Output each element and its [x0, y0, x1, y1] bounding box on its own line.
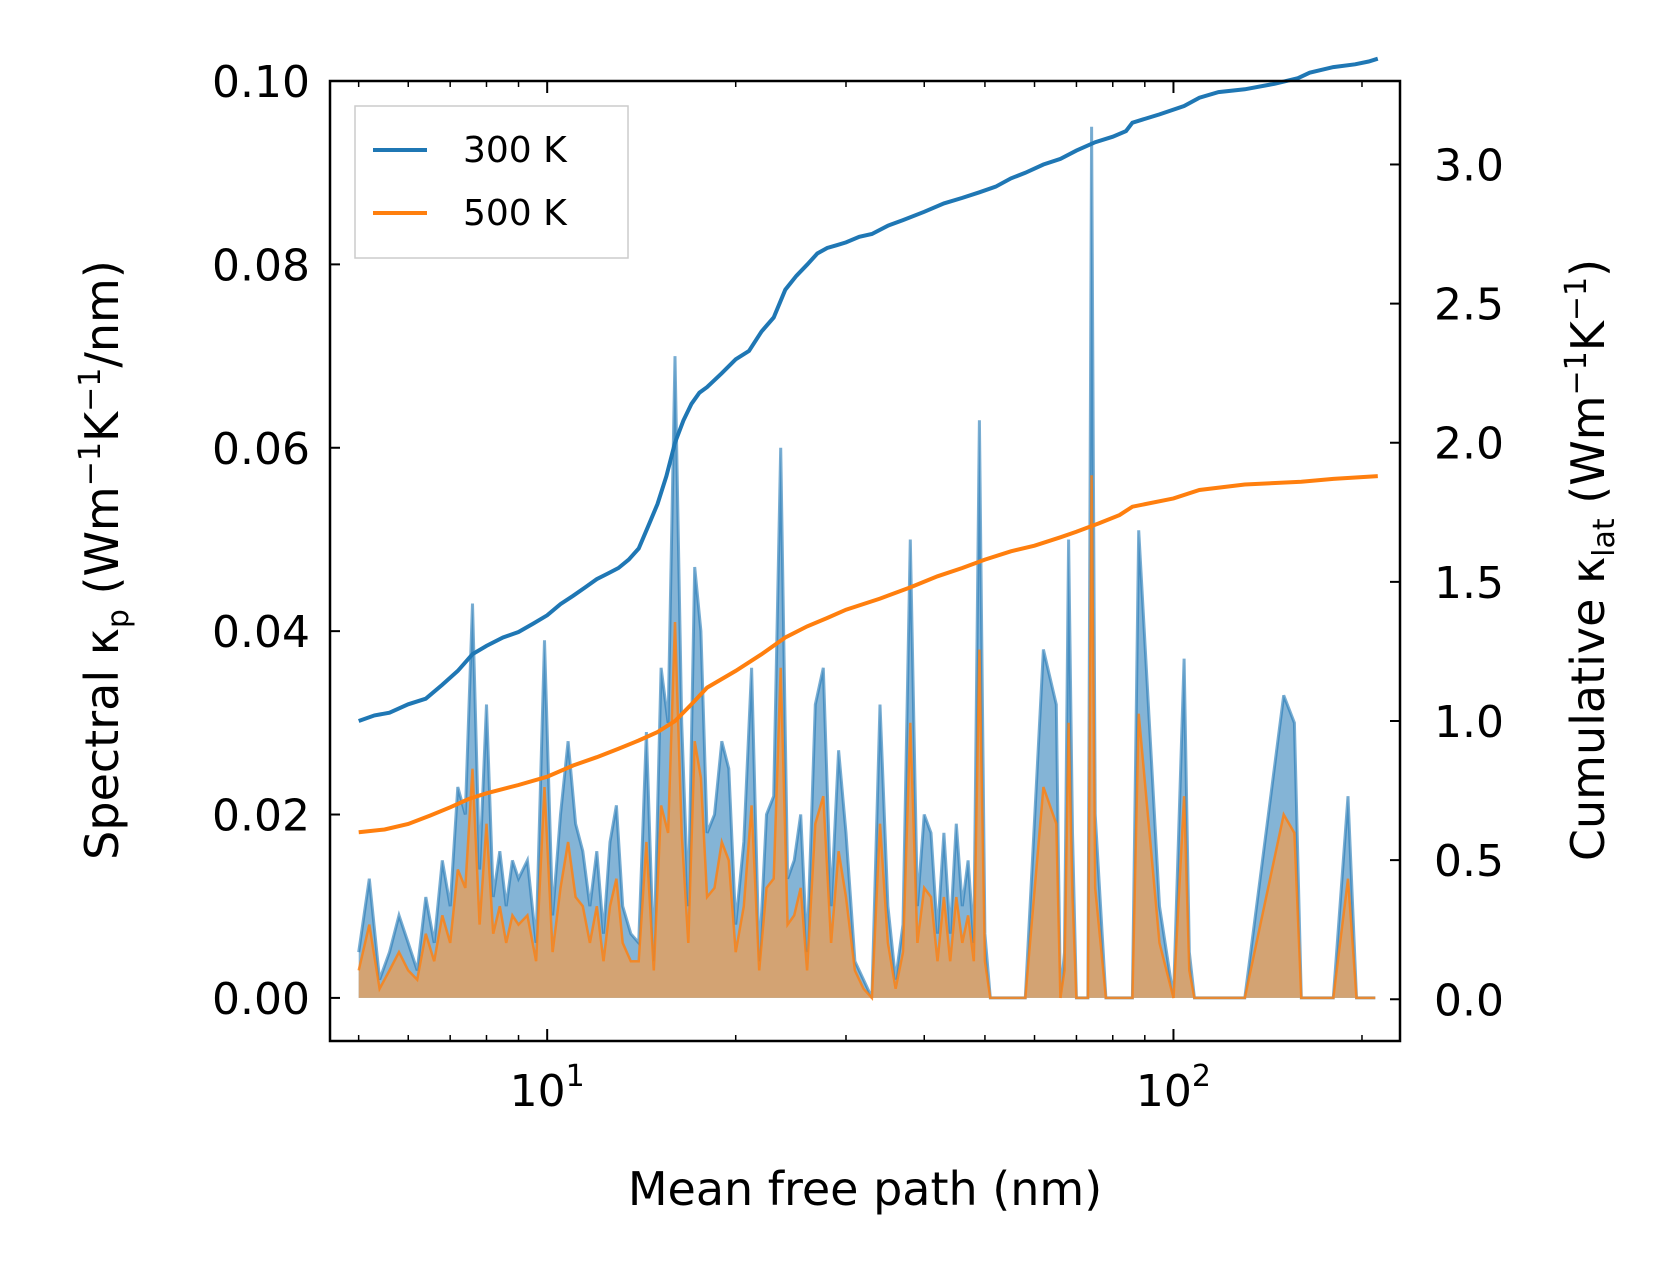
y-left-tick-label: 0.08 [212, 240, 310, 291]
y-left-tick-label: 0.04 [212, 607, 310, 658]
axes-layer: 0.00 0.02 0.04 0.06 0.08 0.10 0.0 0.5 1.0 1.5 2.0 2… [212, 57, 1504, 1117]
right-y-axis-label: Cumulative κlat (Wm−1K−1) [1559, 259, 1622, 861]
y-left-tick-label: 0.02 [212, 791, 310, 842]
cumulative-300k-line [358, 56, 1379, 723]
spectral-500k-area [358, 475, 1376, 998]
x-tick-label: 101 [510, 1059, 585, 1117]
cumulative-500k-line [358, 474, 1378, 835]
series-line-layer [358, 56, 1379, 835]
legend-label-500k: 500 K [463, 193, 568, 234]
y-left-tick-label: 0.00 [212, 974, 310, 1025]
x-axis-label: Mean free path (nm) [628, 1162, 1102, 1216]
left-y-axis-label: Spectral κp (Wm−1K−1/nm) [73, 260, 136, 860]
y-right-tick-label: 3.0 [1434, 140, 1504, 191]
legend-box [354, 105, 629, 259]
y-right-tick-label: 0.5 [1434, 836, 1504, 887]
y-right-tick-label: 2.5 [1434, 280, 1504, 331]
y-right-tick-label: 1.0 [1434, 697, 1504, 748]
y-right-tick-label: 0.0 [1434, 975, 1504, 1026]
plot-frame [328, 79, 1402, 1043]
x-tick-label: 102 [1136, 1059, 1211, 1117]
y-right-tick-label: 2.0 [1434, 419, 1504, 470]
legend: 300 K 500 K [354, 105, 629, 259]
y-left-tick-label: 0.10 [212, 57, 310, 108]
spectral-500k-line [357, 475, 1376, 1001]
spectral-fill-layer [357, 126, 1376, 1001]
legend-label-300k: 300 K [463, 130, 568, 171]
y-left-tick-label: 0.06 [212, 424, 310, 475]
y-right-tick-label: 1.5 [1434, 558, 1504, 609]
